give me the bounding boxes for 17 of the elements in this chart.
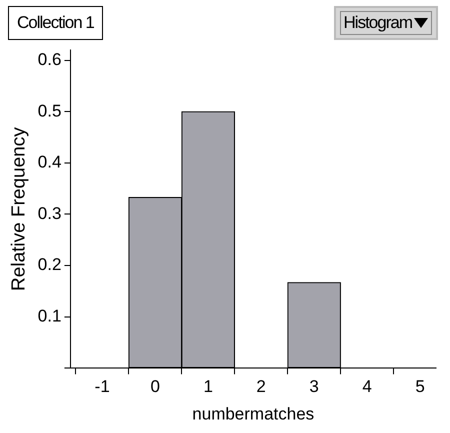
text: Histogram xyxy=(340,11,432,35)
y-tick-label: 0.2 xyxy=(38,255,62,274)
x-tick-label: 3 xyxy=(309,377,319,396)
x-tick-label: 1 xyxy=(203,377,213,396)
x-tick-label: 4 xyxy=(362,377,372,396)
x-tick-label: 5 xyxy=(415,377,425,396)
x-tick-label: 0 xyxy=(150,377,160,396)
chart-title: Collection 1 xyxy=(8,6,103,40)
x-axis-title: numbermatches xyxy=(192,404,314,424)
x-tick-label: 2 xyxy=(256,377,266,396)
y-tick-label: 0.3 xyxy=(38,204,62,223)
y-tick-label: 0.6 xyxy=(38,50,62,69)
y-tick-label: 0.5 xyxy=(38,101,62,120)
y-tick-label: 0.1 xyxy=(38,306,62,326)
y-tick-label: 0.4 xyxy=(38,152,62,172)
x-tick-label: -1 xyxy=(94,377,110,396)
y-axis-title: Relative Frequency xyxy=(8,126,30,291)
